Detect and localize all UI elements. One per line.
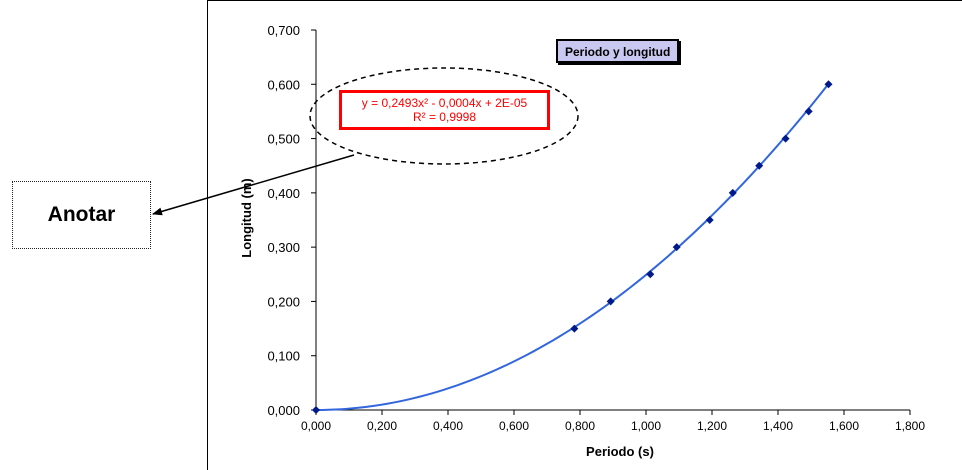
data-point xyxy=(824,80,833,89)
y-tick-label: 0,400 xyxy=(267,186,300,201)
x-tick-label: 1,200 xyxy=(697,419,727,433)
trendline-equation-box: y = 0,2493x² - 0,0004x + 2E-05 R² = 0,99… xyxy=(339,90,550,130)
equation-highlight-ellipse xyxy=(309,67,579,165)
y-tick-label: 0,700 xyxy=(267,23,300,38)
annotation-arrow xyxy=(152,154,355,216)
x-tick-label: 0,200 xyxy=(367,419,397,433)
y-tick-label: 0,300 xyxy=(267,240,300,255)
x-tick-label: 1,000 xyxy=(631,419,661,433)
chart-title: Periodo y longitud xyxy=(556,39,680,63)
annotation-label: Anotar xyxy=(47,203,116,226)
x-tick-label: 0,000 xyxy=(301,419,331,433)
x-tick-label: 1,600 xyxy=(829,419,859,433)
trendline xyxy=(315,83,830,411)
annotation-box: Anotar xyxy=(12,181,151,249)
data-point xyxy=(728,188,737,197)
y-axis-ticks: 0,000 0,100 0,200 0,300 0,400 0,500 0,600 0,700 xyxy=(267,23,316,418)
data-point xyxy=(646,270,655,279)
data-point xyxy=(804,107,813,116)
data-points xyxy=(312,80,833,414)
y-tick-label: 0,200 xyxy=(267,294,300,309)
y-axis-title: Longitud (m) xyxy=(239,178,254,257)
data-point xyxy=(570,324,579,333)
y-tick-label: 0,000 xyxy=(267,403,300,418)
x-axis-ticks: 0,000 0,200 0,400 0,600 0,800 1,000 1,200 1,400… xyxy=(301,410,925,433)
data-point xyxy=(606,297,615,306)
x-tick-label: 0,600 xyxy=(499,419,529,433)
axes: 0,000 0,200 0,400 0,600 0,800 1,000 1,200 1,400… xyxy=(267,23,925,433)
x-tick-label: 1,800 xyxy=(895,419,925,433)
x-tick-label: 0,800 xyxy=(565,419,595,433)
data-point xyxy=(755,161,764,170)
trendline-equation: y = 0,2493x² - 0,0004x + 2E-05 xyxy=(361,96,528,110)
trendline-r-squared: R² = 0,9998 xyxy=(412,110,477,124)
y-tick-label: 0,600 xyxy=(267,77,300,92)
x-tick-label: 1,400 xyxy=(763,419,793,433)
y-tick-label: 0,500 xyxy=(267,132,300,147)
data-point xyxy=(705,216,714,224)
data-point xyxy=(672,243,681,252)
chart-area-frame xyxy=(207,0,962,470)
x-tick-label: 0,400 xyxy=(433,419,463,433)
data-point xyxy=(312,406,320,414)
x-axis-title: Periodo (s) xyxy=(586,444,654,459)
data-point xyxy=(781,134,790,143)
y-tick-label: 0,100 xyxy=(267,349,300,364)
